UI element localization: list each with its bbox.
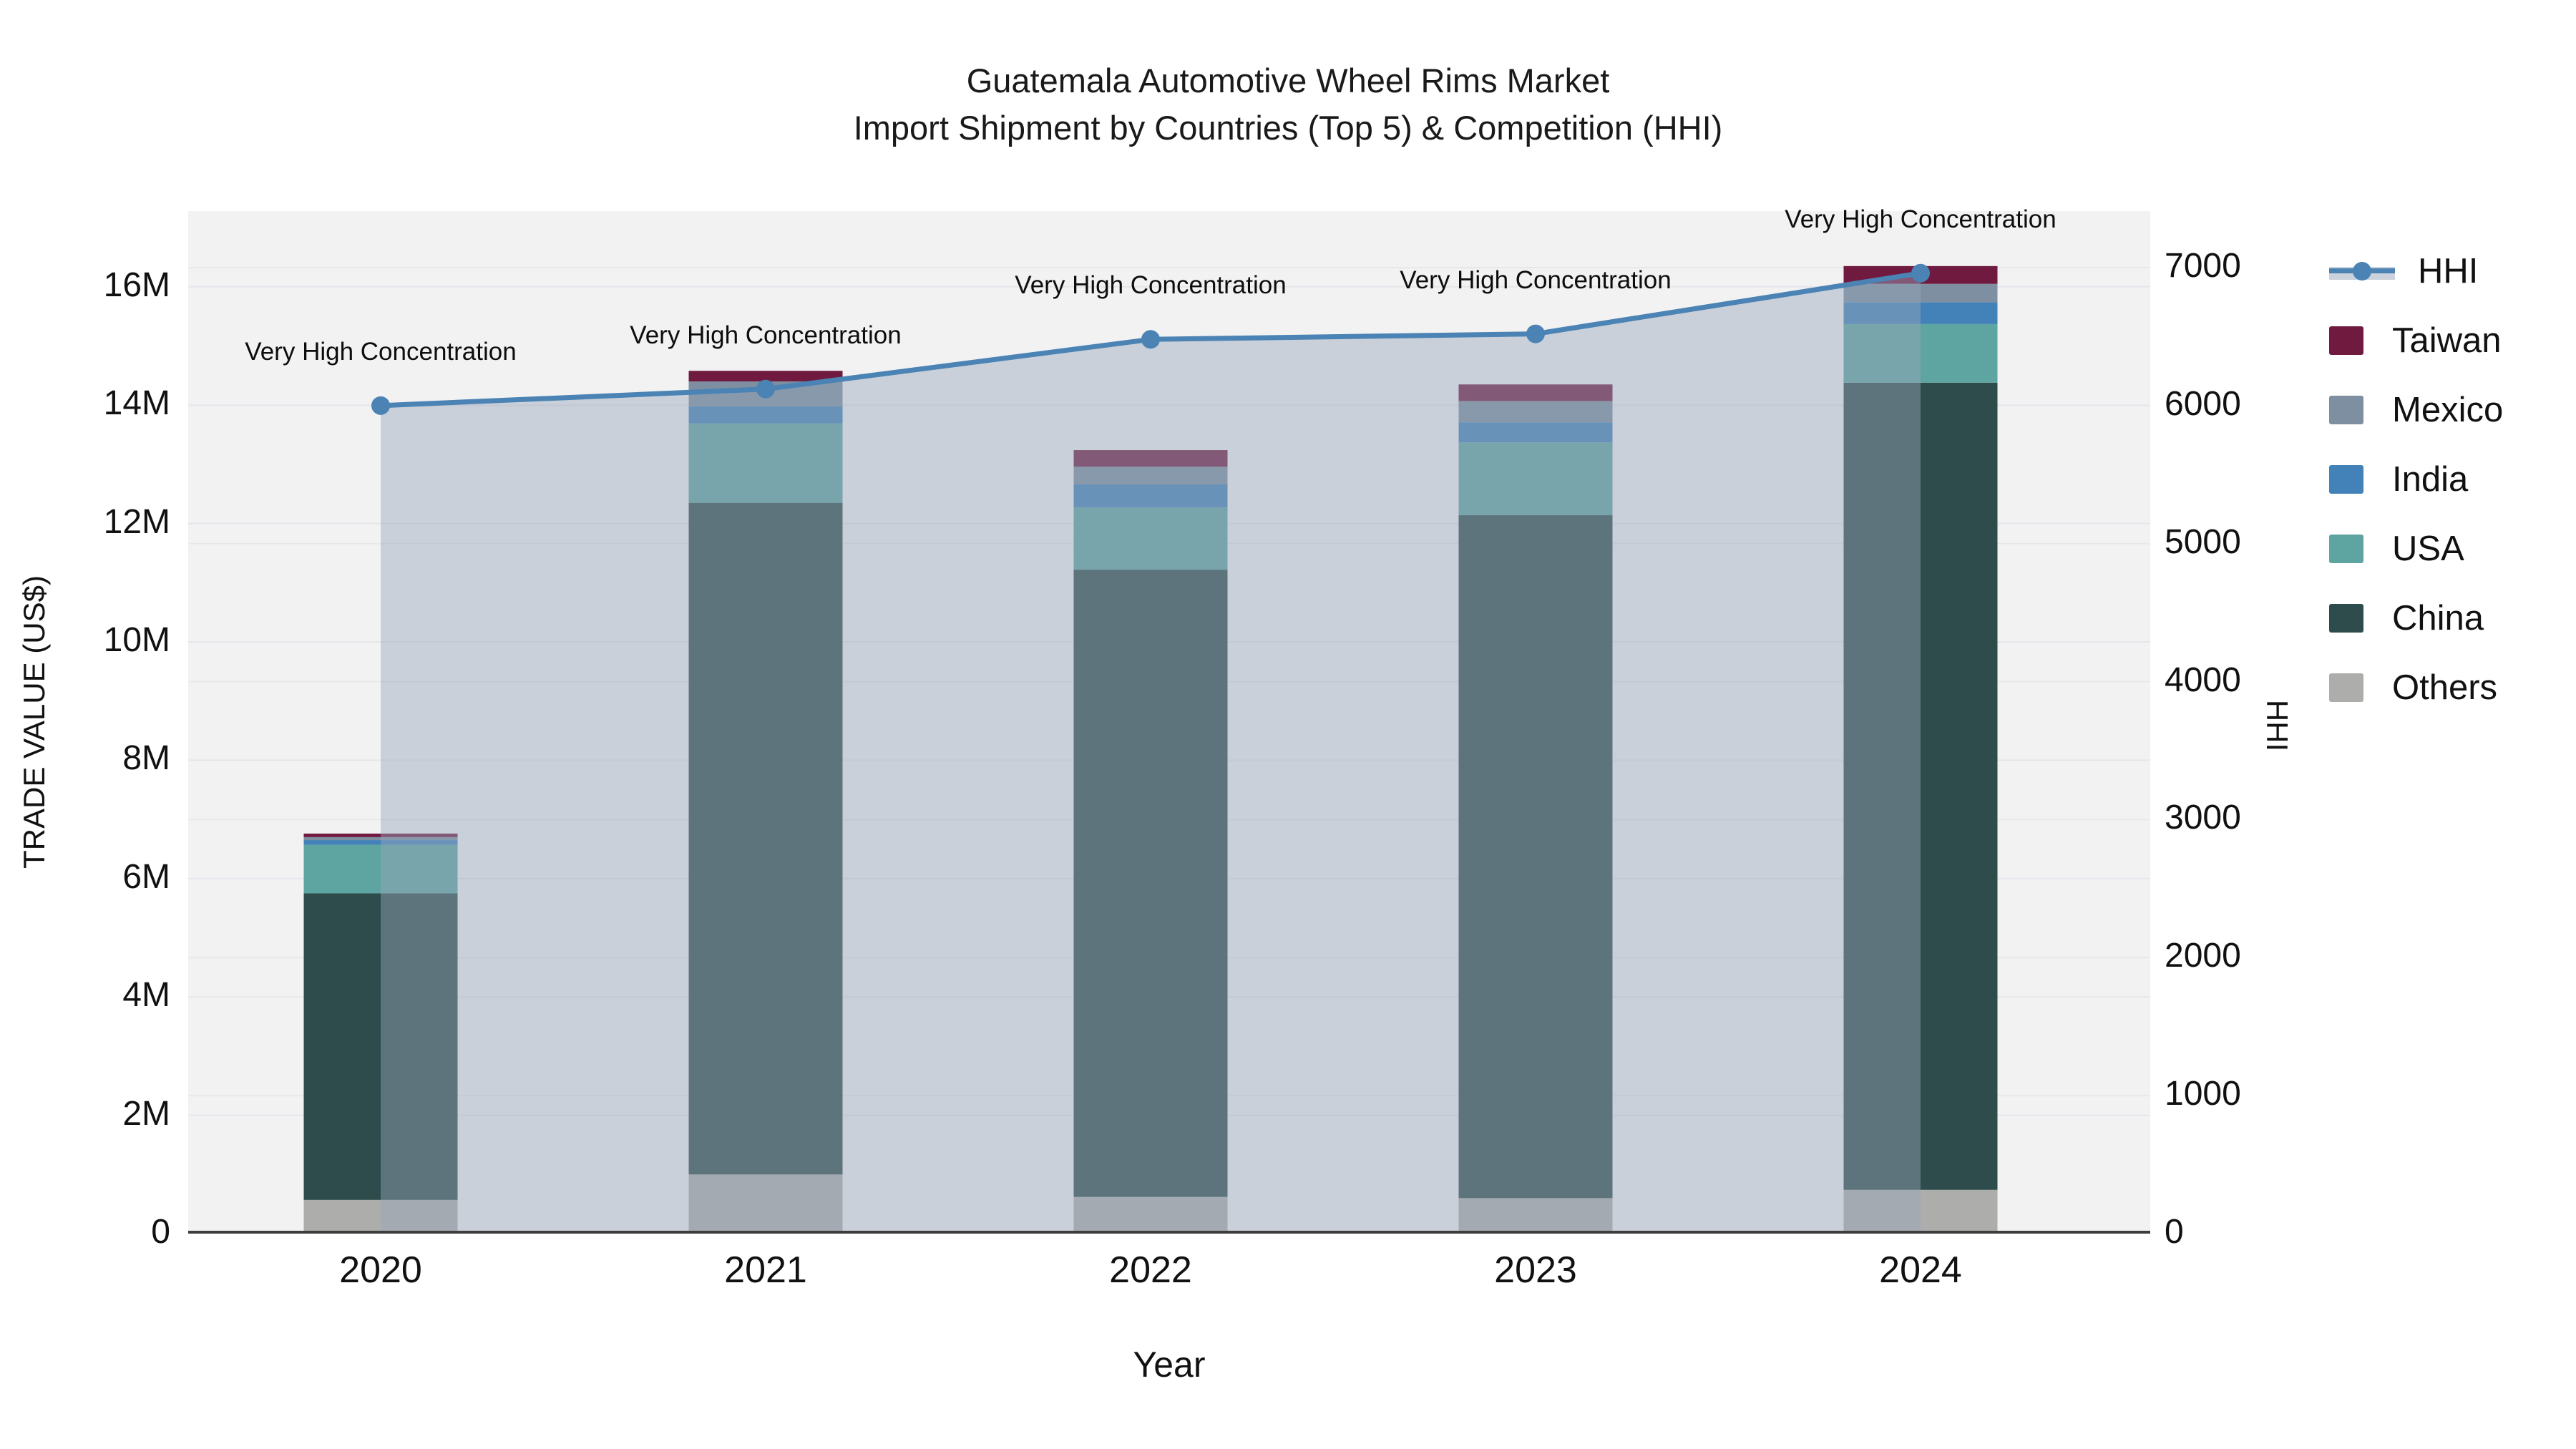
bar-segment-others-2021[interactable] xyxy=(688,1174,843,1234)
legend-label-india: India xyxy=(2392,459,2469,499)
y-left-tick-14M: 14M xyxy=(103,384,170,423)
bar-segment-india-2024[interactable] xyxy=(1843,302,1998,324)
bar-segment-india-2021[interactable] xyxy=(688,406,843,424)
hhi-marker-2022[interactable] xyxy=(1141,330,1160,349)
legend-swatch-others xyxy=(2329,673,2363,702)
bar-segment-others-2023[interactable] xyxy=(1458,1198,1613,1234)
bar-segment-mexico-2023[interactable] xyxy=(1458,401,1613,423)
annotation-2021: Very High Concentration xyxy=(630,321,902,349)
plot-area xyxy=(188,211,2150,1234)
hhi-marker-2023[interactable] xyxy=(1526,324,1545,343)
bar-segment-others-2020[interactable] xyxy=(303,1199,458,1234)
legend-label-mexico: Mexico xyxy=(2392,390,2504,429)
y-right-tick-7000: 7000 xyxy=(2165,247,2241,285)
bar-segment-china-2020[interactable] xyxy=(303,893,458,1200)
y-left-tick-12M: 12M xyxy=(103,502,170,541)
y-right-tick-0: 0 xyxy=(2165,1213,2184,1251)
hhi-area-fill xyxy=(381,273,1921,1234)
legend-label-china: China xyxy=(2392,598,2484,638)
annotation-2023: Very High Concentration xyxy=(1400,265,1672,294)
legend-label-others: Others xyxy=(2392,668,2498,707)
legend-item-china[interactable]: China xyxy=(2329,583,2503,653)
bar-segment-others-2022[interactable] xyxy=(1073,1196,1228,1234)
chart-title: Guatemala Automotive Wheel Rims Market I… xyxy=(0,57,2576,152)
legend-item-hhi[interactable]: HHI xyxy=(2329,236,2503,306)
hhi-marker-2021[interactable] xyxy=(756,379,775,399)
x-tick-2020: 2020 xyxy=(339,1249,422,1291)
chart-svg xyxy=(188,263,2150,1234)
bar-segment-others-2024[interactable] xyxy=(1843,1189,1998,1234)
x-tick-2021: 2021 xyxy=(724,1249,807,1291)
y-right-tick-4000: 4000 xyxy=(2165,660,2241,699)
annotation-2020: Very High Concentration xyxy=(245,337,517,366)
legend-item-india[interactable]: India xyxy=(2329,444,2503,514)
y-left-tick-0: 0 xyxy=(151,1213,170,1251)
y-left-tick-6M: 6M xyxy=(122,857,170,896)
legend-swatch-usa xyxy=(2329,534,2363,563)
bar-segment-mexico-2024[interactable] xyxy=(1843,283,1998,303)
annotation-2022: Very High Concentration xyxy=(1015,271,1287,300)
y-right-axis-title: HHI xyxy=(2260,699,2294,752)
bar-segment-mexico-2020[interactable] xyxy=(303,836,458,841)
hhi-marker-2020[interactable] xyxy=(371,396,390,415)
bar-segment-usa-2024[interactable] xyxy=(1843,323,1998,383)
bar-segment-taiwan-2022[interactable] xyxy=(1073,450,1228,467)
bar-segment-china-2022[interactable] xyxy=(1073,570,1228,1197)
legend-swatch-taiwan xyxy=(2329,326,2363,355)
y-right-tick-3000: 3000 xyxy=(2165,799,2241,837)
y-right-tick-1000: 1000 xyxy=(2165,1075,2241,1113)
bar-segment-usa-2022[interactable] xyxy=(1073,507,1228,570)
x-axis-title: Year xyxy=(1133,1345,1206,1385)
legend-swatch-mexico xyxy=(2329,395,2363,424)
legend-label-hhi: HHI xyxy=(2418,251,2479,291)
legend-swatch-india xyxy=(2329,464,2363,494)
bar-segment-mexico-2022[interactable] xyxy=(1073,467,1228,485)
bar-segment-taiwan-2020[interactable] xyxy=(303,833,458,837)
y-left-tick-16M: 16M xyxy=(103,265,170,304)
bar-segment-china-2024[interactable] xyxy=(1843,382,1998,1190)
hhi-line-icon xyxy=(2329,257,2395,286)
legend-label-taiwan: Taiwan xyxy=(2392,321,2502,360)
bar-segment-usa-2021[interactable] xyxy=(688,423,843,503)
y-right-tick-6000: 6000 xyxy=(2165,384,2241,423)
chart-title-line2: Import Shipment by Countries (Top 5) & C… xyxy=(853,109,1723,147)
bar-segment-india-2020[interactable] xyxy=(303,840,458,845)
legend-swatch-china xyxy=(2329,603,2363,633)
y-left-tick-2M: 2M xyxy=(122,1094,170,1133)
y-left-tick-8M: 8M xyxy=(122,739,170,778)
legend-item-others[interactable]: Others xyxy=(2329,653,2503,722)
hhi-marker-2024[interactable] xyxy=(1911,263,1930,283)
y-left-tick-4M: 4M xyxy=(122,976,170,1015)
bar-segment-india-2022[interactable] xyxy=(1073,484,1228,508)
x-tick-2022: 2022 xyxy=(1109,1249,1192,1291)
chart-title-line1: Guatemala Automotive Wheel Rims Market xyxy=(966,62,1610,99)
x-tick-2023: 2023 xyxy=(1494,1249,1577,1291)
y-right-tick-5000: 5000 xyxy=(2165,522,2241,561)
annotation-2024: Very High Concentration xyxy=(1785,205,2057,233)
legend-item-mexico[interactable]: Mexico xyxy=(2329,375,2503,444)
bar-segment-usa-2020[interactable] xyxy=(303,844,458,894)
bar-segment-taiwan-2023[interactable] xyxy=(1458,384,1613,401)
bar-segment-india-2023[interactable] xyxy=(1458,422,1613,443)
legend: HHI Taiwan Mexico India USA China Others xyxy=(2329,236,2503,722)
y-left-tick-10M: 10M xyxy=(103,621,170,659)
bar-segment-china-2021[interactable] xyxy=(688,502,843,1175)
bar-segment-usa-2023[interactable] xyxy=(1458,442,1613,516)
x-tick-2024: 2024 xyxy=(1879,1249,1962,1291)
y-right-tick-2000: 2000 xyxy=(2165,937,2241,975)
bar-segment-china-2023[interactable] xyxy=(1458,515,1613,1199)
bar-segment-taiwan-2021[interactable] xyxy=(688,371,843,382)
legend-label-usa: USA xyxy=(2392,529,2464,568)
legend-item-usa[interactable]: USA xyxy=(2329,514,2503,583)
legend-item-taiwan[interactable]: Taiwan xyxy=(2329,306,2503,375)
y-left-axis-title: TRADE VALUE (US$) xyxy=(17,575,51,869)
